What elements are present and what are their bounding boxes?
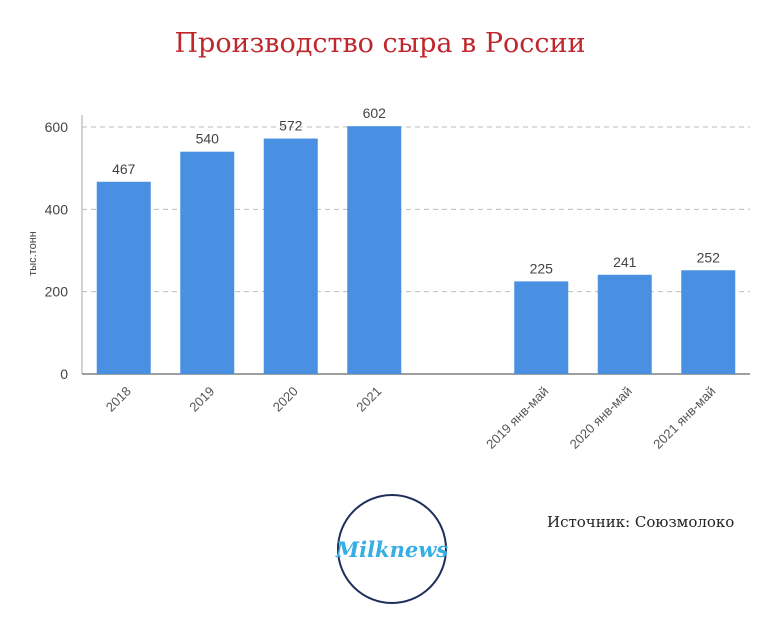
x-tick-label: 2018 [103, 384, 134, 415]
milknews-logo: Milknews [335, 494, 449, 604]
x-tick-label: 2019 [186, 384, 217, 415]
bar [263, 138, 318, 374]
bar [681, 270, 736, 374]
chart-title: Производство сыра в России [174, 28, 586, 59]
y-tick-label: 0 [60, 366, 68, 382]
data-label: 252 [697, 249, 721, 265]
x-tick-label: 2019 янв-май [483, 384, 551, 452]
logo-text: Milknews [335, 536, 449, 562]
data-label: 602 [363, 105, 387, 121]
data-label: 225 [530, 260, 554, 276]
x-tick-label: 2021 янв-май [650, 384, 718, 452]
y-axis-label: тыс.тонн [27, 231, 39, 276]
bar [347, 126, 402, 374]
y-tick-label: 400 [45, 201, 69, 217]
y-tick-label: 200 [45, 284, 69, 300]
bar [96, 181, 151, 374]
data-label: 540 [196, 131, 220, 147]
x-tick-label: 2020 [270, 384, 301, 415]
data-label: 572 [279, 118, 303, 134]
source-note: Источник: Союзмолоко [547, 513, 735, 531]
bar [514, 281, 569, 374]
x-tick-label: 2021 [353, 384, 384, 415]
y-tick-label: 600 [45, 119, 69, 135]
bar [180, 151, 235, 374]
data-label: 241 [613, 254, 637, 270]
data-label: 467 [112, 161, 136, 177]
x-tick-label: 2020 янв-май [567, 384, 635, 452]
bar [597, 274, 652, 374]
